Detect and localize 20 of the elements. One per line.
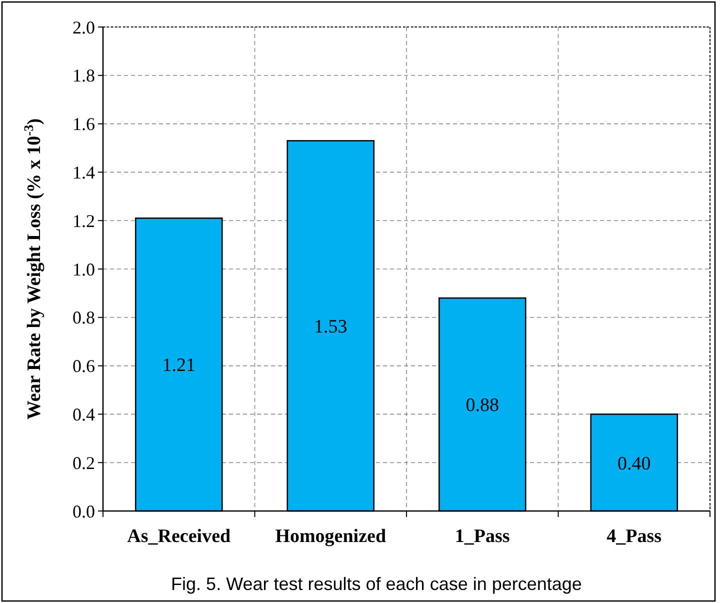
y-tick-label: 1.2 [72, 210, 95, 231]
y-tick-label: 0.8 [72, 308, 95, 328]
y-tick-label: 1.6 [72, 114, 95, 134]
x-tick-label: Homogenized [275, 526, 386, 547]
y-tick-label: 0.0 [72, 501, 95, 522]
data-label: 1.53 [314, 316, 348, 338]
data-label: 0.40 [618, 453, 651, 474]
y-tick-label: 0.2 [72, 452, 95, 473]
y-tick-label: 1.8 [72, 66, 95, 86]
y-tick-label: 2.0 [72, 17, 95, 38]
y-tick-label: 0.4 [72, 404, 95, 424]
x-tick-label: 4_Pass [606, 526, 662, 547]
x-tick-label: 1_Pass [454, 526, 510, 547]
y-tick-label: 1.0 [72, 259, 95, 280]
caption: Fig. 5. Wear test results of each case in percentage [171, 574, 582, 594]
data-label: 0.88 [466, 395, 499, 416]
y-tick-label: 1.4 [72, 162, 95, 182]
data-label: 1.21 [162, 355, 196, 376]
y-tick-label: 0.6 [72, 356, 95, 376]
x-tick-label: As_Received [127, 526, 232, 547]
